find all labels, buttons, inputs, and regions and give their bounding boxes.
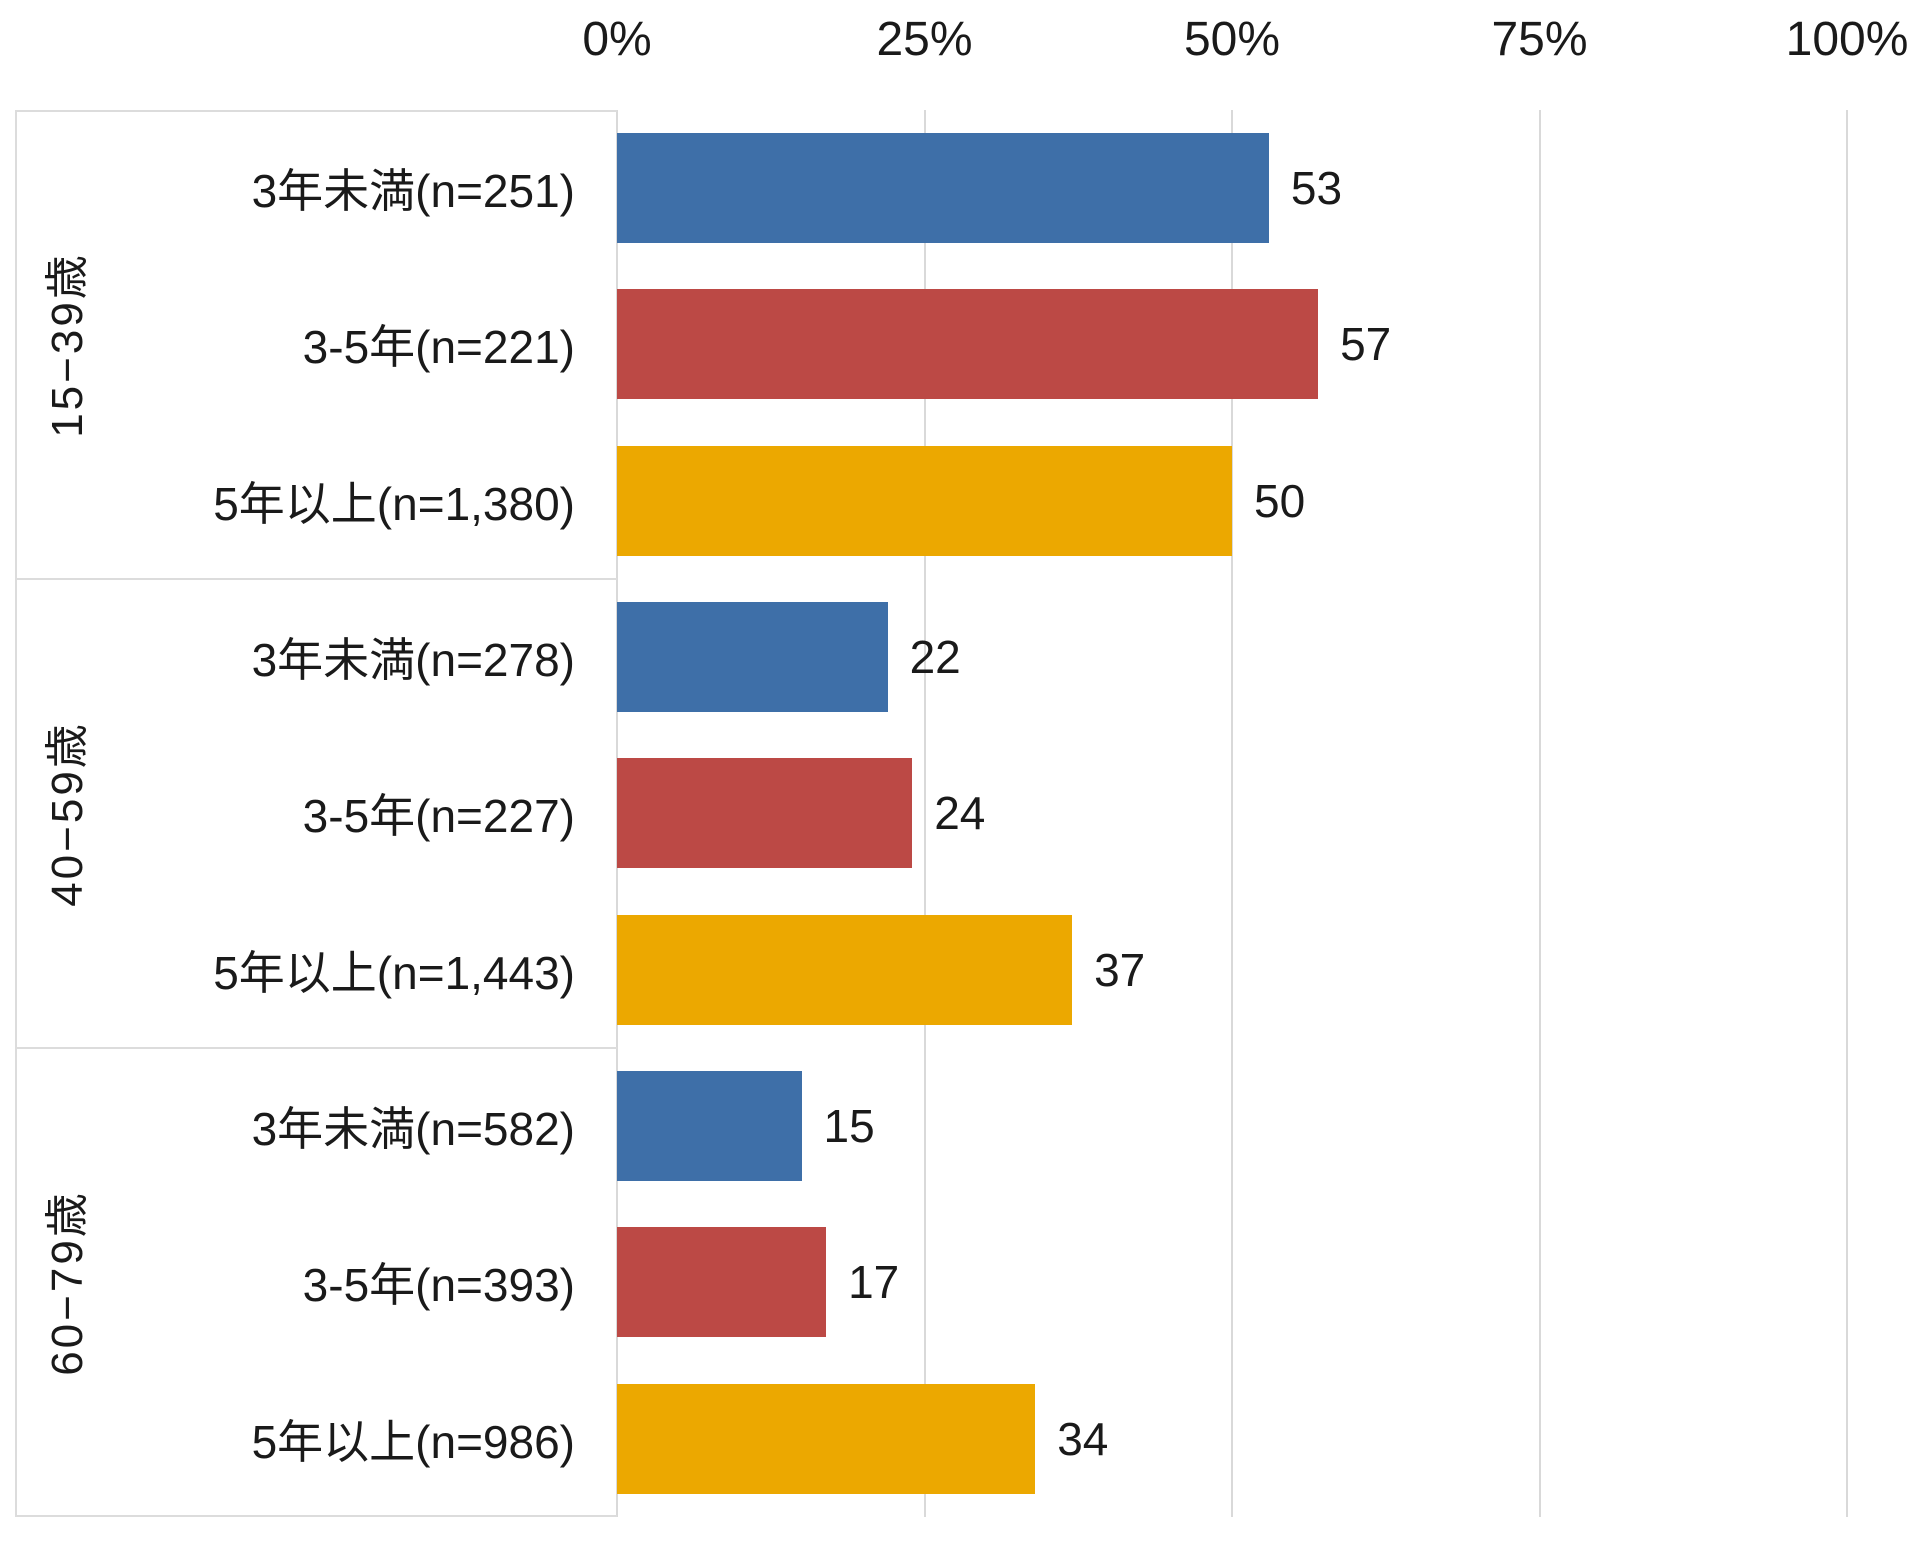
age-group-label-cell: 40−59歳	[15, 579, 110, 1048]
bar	[617, 289, 1319, 400]
age-group-label: 40−59歳	[42, 720, 92, 907]
x-axis-tick: 0%	[582, 13, 652, 66]
category-label: 5年以上(n=1,443)	[213, 946, 575, 999]
age-group: 15−39歳 3年未満(n=251) 53 3-5年(n=221) 57 5年以上(n=1…	[15, 110, 1847, 579]
bar-row: 5年以上(n=1,380) 50	[110, 423, 1847, 579]
chart-groups: 15−39歳 3年未満(n=251) 53 3-5年(n=221) 57 5年以上(n=1…	[15, 110, 1847, 1517]
bar	[617, 133, 1269, 244]
gridline	[923, 110, 926, 1517]
category-label: 3-5年(n=393)	[302, 1259, 575, 1312]
x-axis-tick: 50%	[1183, 13, 1281, 66]
group-rows: 3年未満(n=582) 15 3-5年(n=393) 17 5年以上(n=986) 34	[110, 1048, 1847, 1517]
bar-track: 50	[617, 423, 1847, 579]
group-rows: 3年未満(n=278) 22 3-5年(n=227) 24 5年以上(n=1,443) 3…	[110, 579, 1847, 1048]
bar-row: 3-5年(n=393) 17	[110, 1204, 1847, 1360]
bar-row: 3-5年(n=227) 24	[110, 735, 1847, 891]
category-label-box	[15, 110, 617, 1517]
bar	[617, 445, 1232, 556]
bar	[617, 914, 1073, 1025]
bar-track: 22	[617, 579, 1847, 735]
x-axis-tick: 75%	[1491, 13, 1588, 66]
bar-row: 3-5年(n=221) 57	[110, 266, 1847, 422]
bar	[617, 602, 888, 713]
bar-value-label: 22	[909, 631, 961, 684]
bar-value-label: 17	[848, 1256, 900, 1309]
age-group: 40−59歳 3年未満(n=278) 22 3-5年(n=227) 24 5年以上(n=1…	[15, 578, 1847, 1048]
bar-value-label: 37	[1094, 943, 1146, 996]
age-group-label: 60−79歳	[42, 1189, 92, 1376]
bar	[617, 1383, 1036, 1494]
bar-value-label: 57	[1340, 318, 1392, 371]
group-rows: 3年未満(n=251) 53 3-5年(n=221) 57 5年以上(n=1,380) 5…	[110, 110, 1847, 579]
bar-value-label: 53	[1290, 162, 1343, 215]
category-label: 3年未満(n=582)	[251, 1103, 575, 1156]
category-label: 5年以上(n=1,380)	[213, 477, 575, 530]
bar	[617, 758, 913, 869]
bar-track: 15	[617, 1048, 1847, 1204]
x-axis-tick: 25%	[876, 13, 973, 66]
bar-track: 57	[617, 266, 1847, 422]
bar-track: 24	[617, 735, 1847, 891]
bar-row: 3年未満(n=582) 15	[110, 1048, 1847, 1204]
bar-track: 37	[617, 892, 1847, 1048]
bar-track: 34	[617, 1361, 1847, 1517]
age-group-label: 15−39歳	[42, 251, 92, 438]
bar-value-label: 15	[823, 1100, 875, 1153]
bar-track: 53	[617, 110, 1847, 266]
x-axis-tick: 100%	[1785, 13, 1909, 66]
age-group-label-cell: 60−79歳	[15, 1048, 110, 1517]
bar-row: 5年以上(n=986) 34	[110, 1361, 1847, 1517]
bar-row: 5年以上(n=1,443) 37	[110, 892, 1847, 1048]
bar	[617, 1071, 802, 1182]
category-label: 5年以上(n=986)	[251, 1415, 575, 1468]
bar-row: 3年未満(n=278) 22	[110, 579, 1847, 735]
category-label: 3年未満(n=251)	[251, 165, 575, 218]
gridline	[1846, 110, 1848, 1517]
bar-track: 17	[617, 1204, 1847, 1360]
category-label: 3-5年(n=221)	[302, 321, 575, 374]
x-axis: 0% 25% 50% 75% 100%	[0, 12, 1920, 82]
bar-value-label: 50	[1254, 474, 1306, 527]
age-group: 60−79歳 3年未満(n=582) 15 3-5年(n=393) 17 5年以上(n=9…	[15, 1047, 1847, 1517]
bar-value-label: 24	[934, 787, 986, 840]
bar	[617, 1227, 827, 1338]
bar-value-label: 34	[1057, 1412, 1109, 1465]
gridline	[1538, 110, 1541, 1517]
category-label: 3-5年(n=227)	[302, 790, 575, 843]
gridline	[1231, 110, 1233, 1517]
age-group-label-cell: 15−39歳	[15, 110, 110, 579]
bar-row: 3年未満(n=251) 53	[110, 110, 1847, 266]
category-label: 3年未満(n=278)	[251, 634, 575, 687]
